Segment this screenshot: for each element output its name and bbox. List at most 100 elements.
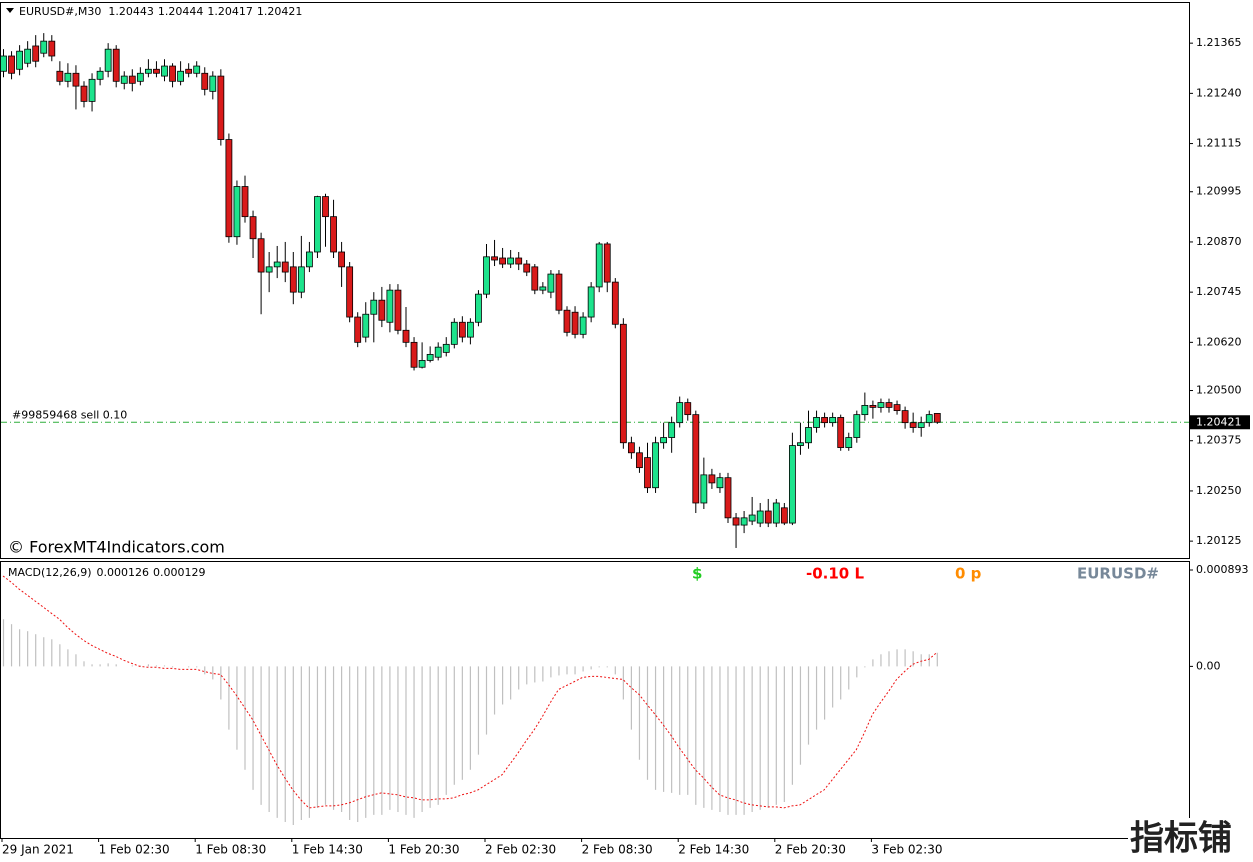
x-tick-label: 2 Feb 08:30	[582, 843, 653, 857]
candle-body	[346, 266, 354, 318]
candle-body	[756, 510, 764, 524]
x-tick-label: 1 Feb 14:30	[292, 843, 363, 857]
site-watermark: © ForexMT4Indicators.com	[8, 538, 225, 557]
candle-body	[40, 40, 48, 54]
candle-body	[547, 273, 555, 293]
candle-body	[257, 238, 265, 273]
macd-title: MACD(12,26,9)	[8, 566, 92, 579]
y-tick-label: 1.21365	[1196, 36, 1242, 49]
y-tick-label: 0.000893	[1196, 563, 1249, 576]
candle-body	[901, 410, 909, 424]
candle-body	[450, 321, 458, 345]
x-tick-label: 2 Feb 02:30	[485, 843, 556, 857]
macd-signal-value: 0.000129	[153, 566, 206, 579]
candle-body	[434, 346, 442, 358]
candle-body	[80, 85, 88, 102]
candle-body	[96, 70, 104, 80]
candle-body	[877, 402, 885, 408]
header-high: 1.20444	[158, 5, 204, 18]
x-tick-label: 2 Feb 20:30	[775, 843, 846, 857]
candle-body	[579, 316, 587, 335]
candle-body	[797, 442, 804, 446]
macd-header: MACD(12,26,9) 0.000126 0.000129	[8, 566, 206, 579]
candle-body	[523, 263, 531, 273]
candle-body	[32, 45, 40, 62]
plot-area: 1.21365 1.21240 1.21115 1.20995 1.20870 1.207…	[0, 33, 1252, 857]
candle-body	[587, 286, 595, 318]
candle-body	[72, 72, 80, 87]
candle-body	[24, 48, 32, 64]
candle-body	[531, 266, 539, 291]
candle-body	[507, 257, 515, 265]
header-open: 1.20443	[108, 5, 154, 18]
candle-body	[265, 266, 273, 273]
candle-body	[120, 75, 128, 84]
candle-body	[611, 281, 619, 325]
candle-body	[491, 256, 498, 261]
candle-body	[88, 78, 96, 102]
candle-body	[853, 414, 861, 438]
header-low: 1.20417	[207, 5, 253, 18]
info-label: $	[692, 565, 702, 583]
candle-body	[104, 48, 112, 72]
candle-body	[458, 321, 466, 338]
candle-body	[909, 422, 917, 428]
candle-body	[153, 68, 160, 74]
candle-body	[314, 196, 321, 253]
candle-body	[8, 55, 15, 74]
candle-body	[169, 65, 176, 82]
candle-body	[394, 289, 402, 331]
candle-body	[418, 360, 426, 368]
x-tick-label: 1 Feb 02:30	[99, 843, 170, 857]
candle-body	[515, 257, 523, 265]
candle-body	[475, 293, 482, 323]
y-tick-label: 1.20620	[1196, 335, 1242, 348]
candle-body	[555, 273, 563, 311]
candle-body	[225, 139, 233, 238]
candle-body	[273, 261, 281, 268]
candle-body	[289, 266, 297, 293]
symbol-title: EURUSD#,M30	[19, 5, 101, 18]
candle-body	[805, 427, 812, 444]
candle-body	[619, 323, 627, 444]
candle-body	[933, 413, 941, 423]
header: EURUSD#,M30 1.20443 1.20444 1.20417 1.20421	[19, 5, 302, 18]
symbol-menu-arrow[interactable]	[6, 8, 14, 13]
candle-body	[716, 477, 724, 489]
x-tick-label: 2 Feb 14:30	[678, 843, 749, 857]
y-tick-label: 1.20500	[1196, 384, 1242, 397]
candle-body	[764, 510, 772, 524]
candle-body	[48, 40, 56, 57]
y-tick-label: 0.00	[1196, 659, 1221, 672]
candle-body	[829, 417, 837, 424]
candle-body	[660, 437, 667, 444]
candle-body	[466, 321, 474, 338]
y-tick-label: 1.20745	[1196, 285, 1242, 298]
candle-body	[338, 251, 346, 268]
candle-body	[386, 289, 394, 323]
candle-body	[893, 404, 901, 412]
candle-body	[603, 243, 611, 283]
x-tick-label: 3 Feb 02:30	[871, 843, 942, 857]
info-label: 0 p	[955, 565, 982, 583]
x-tick-label: 29 Jan 2021	[2, 843, 74, 857]
candle-body	[217, 75, 225, 140]
info-label: -0.10 L	[806, 565, 864, 583]
candle-body	[925, 414, 933, 424]
candle-body	[136, 72, 144, 82]
order-label: #99859468 sell 0.10	[12, 408, 127, 421]
candle-body	[708, 474, 716, 484]
candle-body	[281, 261, 289, 273]
candle-body	[837, 417, 845, 448]
candle-body	[845, 437, 853, 448]
candle-body	[249, 216, 257, 240]
candle-body	[233, 186, 241, 238]
candle-body	[426, 353, 434, 361]
candle-body	[56, 70, 64, 82]
candle-body	[636, 452, 643, 469]
candle-body	[571, 311, 579, 335]
candle-body	[748, 514, 756, 522]
corner-watermark-bg	[1128, 818, 1253, 862]
candle-body	[628, 442, 635, 454]
